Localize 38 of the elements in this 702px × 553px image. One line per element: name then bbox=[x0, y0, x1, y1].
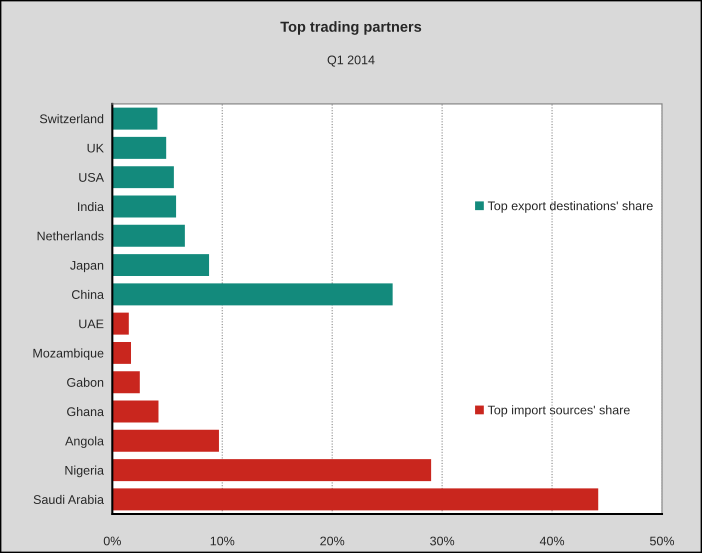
x-tick-label: 40% bbox=[540, 536, 564, 546]
y-tick-label: USA bbox=[79, 172, 104, 182]
x-tick-label: 10% bbox=[210, 536, 234, 546]
y-tick-label: UK bbox=[88, 144, 104, 153]
x-tick-label: 20% bbox=[320, 536, 344, 546]
bar bbox=[112, 224, 185, 247]
bar bbox=[112, 430, 219, 452]
bar bbox=[112, 136, 166, 159]
x-tick-label: 0% bbox=[104, 536, 121, 546]
bar bbox=[112, 254, 210, 276]
legend-label: Top import sources' share bbox=[488, 405, 630, 417]
y-tick-label: Saudi Arabia bbox=[34, 494, 104, 504]
y-tick-label: Ghana bbox=[67, 406, 104, 416]
y-tick-label: Angola bbox=[65, 436, 104, 448]
y-tick-label: Nigeria bbox=[65, 466, 104, 478]
x-tick-label: 50% bbox=[650, 536, 674, 546]
y-tick-label: Gabon bbox=[67, 378, 104, 387]
y-tick-label: China bbox=[72, 290, 104, 299]
bar bbox=[112, 166, 174, 188]
bar bbox=[112, 283, 393, 306]
y-tick-label: Japan bbox=[70, 260, 104, 272]
bar bbox=[112, 371, 140, 394]
bar bbox=[112, 342, 132, 364]
chart-title: Top trading partners bbox=[280, 21, 422, 35]
x-tick-label: 30% bbox=[430, 536, 454, 546]
y-tick-label: Switzerland bbox=[40, 114, 104, 124]
bar bbox=[112, 459, 432, 482]
bar bbox=[112, 400, 158, 422]
y-tick-label: UAE bbox=[79, 320, 104, 328]
y-tick-label: Mozambique bbox=[33, 348, 104, 360]
bar bbox=[112, 195, 176, 218]
chart-subtitle: Q1 2014 bbox=[328, 56, 375, 67]
y-tick-label: India bbox=[78, 202, 104, 212]
bar bbox=[112, 312, 129, 335]
legend-label: Top export destinations' share bbox=[488, 201, 653, 213]
y-tick-label: Netherlands bbox=[38, 231, 104, 240]
bar bbox=[112, 488, 598, 510]
bar bbox=[112, 108, 158, 130]
